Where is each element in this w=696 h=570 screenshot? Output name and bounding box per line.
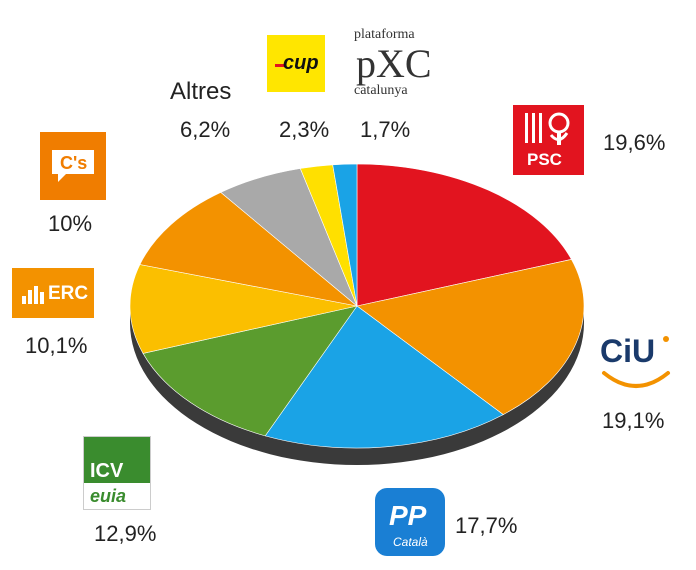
- psc-logo-text: PSC: [527, 150, 562, 169]
- ciu-logo-text: CiU: [600, 333, 656, 369]
- value-label-icv: 12,9%: [94, 521, 157, 546]
- pp-logo: PP Català: [375, 488, 445, 556]
- pie-slice-pp: [264, 305, 504, 449]
- pie-slice-pxc: [332, 163, 358, 307]
- pie-slice-ciu: [356, 259, 585, 415]
- cup-logo-text: cup: [283, 52, 319, 74]
- value-label-cs: 10%: [48, 211, 93, 236]
- value-label-cup: 2,3%: [279, 117, 330, 142]
- pp-logo-subtext: Català: [393, 535, 428, 549]
- psc-logo: PSC: [513, 105, 584, 175]
- cup-logo: cup: [267, 35, 325, 92]
- erc-logo-text: ERC: [48, 283, 89, 304]
- pxc-logo: plataforma pXC catalunya: [348, 28, 440, 102]
- value-label-ciu: 19,1%: [602, 408, 665, 433]
- smile-arc-icon: [602, 336, 670, 388]
- cup-logo-stripe: [275, 64, 285, 67]
- value-label-altres: 6,2%: [180, 117, 231, 142]
- pxc-logo-main: pXC: [356, 41, 432, 86]
- icv-logo-top-band: [84, 437, 150, 457]
- ciu-logo: CiU: [598, 335, 678, 395]
- cs-logo-text: C's: [60, 153, 88, 173]
- erc-bars-icon: [22, 286, 44, 304]
- pxc-logo-top: plataforma: [354, 27, 415, 42]
- rose-fist-icon: [525, 112, 570, 145]
- erc-logo: ERC: [12, 268, 94, 318]
- pxc-logo-bottom: catalunya: [354, 83, 408, 98]
- pie-slice-icv-euia: [142, 305, 358, 437]
- pp-logo-text: PP: [389, 500, 427, 531]
- icv-logo-text: ICV: [90, 460, 124, 482]
- icv-euia-logo: ICV euia: [83, 436, 151, 510]
- category-label-altres: Altres: [170, 78, 232, 105]
- pie-slice-psc: [356, 163, 572, 307]
- pie-slice-c-s: [139, 192, 359, 307]
- value-label-psc: 19,6%: [603, 130, 666, 155]
- pie-slice-erc: [129, 264, 358, 354]
- value-label-pp: 17,7%: [455, 513, 518, 538]
- cs-logo: C's: [40, 132, 106, 200]
- value-label-erc: 10,1%: [25, 333, 88, 358]
- euia-logo-text: euia: [90, 486, 127, 506]
- speech-bubble-icon: [52, 150, 94, 182]
- icv-logo-middle-band: [84, 457, 150, 483]
- value-label-pxc: 1,7%: [360, 117, 411, 142]
